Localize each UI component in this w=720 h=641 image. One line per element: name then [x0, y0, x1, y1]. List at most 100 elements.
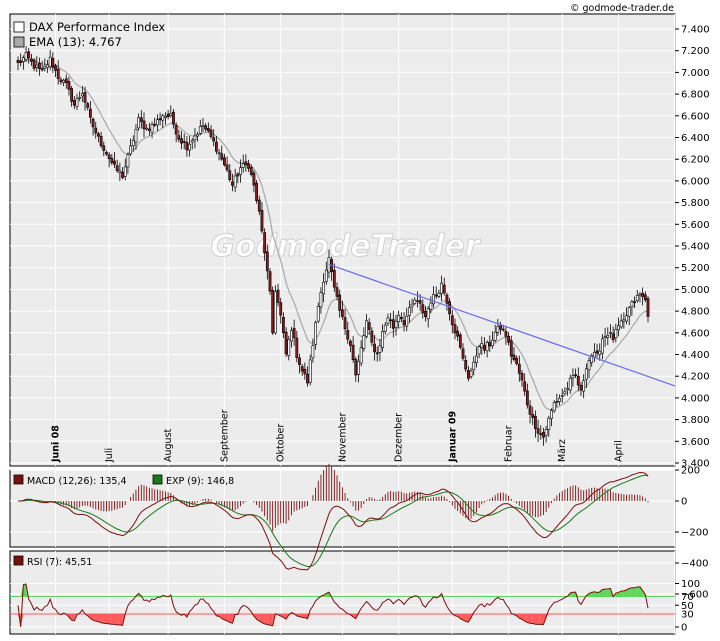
rsi-oversold-fill [538, 613, 541, 625]
candle-body [560, 395, 564, 397]
macd-axis-label: −200 [681, 528, 708, 539]
candle-body [582, 380, 586, 392]
candle-body [410, 303, 414, 307]
candle-body [606, 334, 610, 338]
candle-body [434, 294, 438, 297]
rsi-oversold-fill [109, 613, 112, 625]
candle-body [641, 292, 645, 297]
price-axis-label: 4.200 [681, 372, 710, 383]
candle-body [485, 342, 489, 352]
candle-body [311, 345, 315, 359]
month-axis-label: Dezember [394, 413, 405, 462]
rsi-overbought-fill [594, 591, 598, 597]
candle-body [265, 251, 269, 272]
candle-body [633, 301, 636, 303]
candle-body [584, 368, 588, 380]
candle-body [231, 181, 234, 186]
rsi-oversold-fill [465, 613, 469, 623]
rsi-overbought-fill [607, 588, 611, 597]
candle-body [290, 330, 293, 342]
candle-body [592, 351, 596, 358]
candle-body [263, 232, 267, 254]
candle-body [59, 79, 63, 83]
candle-body [209, 129, 213, 137]
candle-body [279, 302, 283, 316]
candle-body [442, 284, 446, 294]
candle-body [563, 391, 567, 394]
rsi-oversold-fill [267, 613, 270, 626]
candle-body [54, 65, 57, 71]
rsi-oversold-fill [261, 613, 265, 624]
candle-body [78, 96, 82, 99]
legend-rsi: RSI (7): 45,51 [27, 557, 92, 568]
legend-price: DAX Performance Index [29, 20, 165, 34]
candle-body [91, 118, 95, 128]
candle-body [552, 402, 556, 412]
macd-axis-label: 200 [681, 466, 700, 477]
candle-body [190, 140, 194, 143]
candle-body [260, 210, 264, 232]
candle-body [397, 314, 401, 322]
candle-body [534, 415, 537, 429]
price-axis-label: 6.400 [681, 133, 710, 144]
candle-body [198, 126, 202, 134]
price-axis-label: 6.800 [681, 90, 710, 101]
candle-body [394, 320, 398, 328]
price-axis-label: 5.800 [681, 198, 710, 209]
rsi-overbought-fill [621, 590, 624, 597]
candle-body [284, 331, 288, 355]
candle-body [405, 315, 409, 327]
candle-body [303, 368, 307, 375]
candle-body [346, 330, 350, 340]
macd-line [18, 471, 649, 571]
month-axis-label: Oktober [276, 424, 287, 462]
macd-axis-label: −400 [681, 559, 708, 570]
candle-body [142, 120, 146, 130]
candle-body [598, 350, 602, 355]
candle-body [86, 103, 90, 108]
candle-body [300, 366, 304, 372]
rsi-overbought-fill [572, 592, 576, 597]
rsi-overbought-fill [605, 588, 608, 597]
candle-body [27, 51, 31, 59]
candle-body [643, 294, 647, 301]
candle-body [292, 328, 296, 338]
candlesticks [16, 46, 650, 446]
candle-body [625, 315, 628, 322]
price-axis-label: 7.000 [681, 68, 710, 79]
price-axis-label: 3.800 [681, 415, 710, 426]
rsi-oversold-fill [114, 613, 118, 625]
candle-body [349, 340, 352, 346]
candle-body [531, 414, 535, 418]
candle-body [88, 108, 92, 118]
month-axis-label: August [163, 428, 174, 462]
candle-body [220, 153, 224, 160]
rsi-oversold-fill [103, 613, 107, 624]
candle-body [547, 417, 551, 430]
candle-body [617, 325, 620, 331]
month-axis-label: Juni 08 [51, 425, 62, 463]
candle-body [217, 151, 221, 154]
rsi-level-label: 70 [681, 592, 694, 603]
candle-body [587, 360, 591, 371]
candle-body [359, 347, 363, 364]
legend-signal: EXP (9): 146,8 [166, 476, 234, 487]
candle-body [46, 64, 49, 68]
candle-body [373, 343, 376, 353]
candle-body [590, 354, 594, 363]
rsi-oversold-fill [535, 613, 539, 625]
candle-body [520, 373, 524, 381]
candle-body [504, 331, 508, 337]
price-axis-label: 5.600 [681, 220, 710, 231]
candle-body [314, 322, 317, 345]
rsi-overbought-fill [599, 589, 603, 597]
resistance-trendline [328, 263, 676, 387]
candle-body [212, 137, 216, 142]
candle-body [507, 335, 510, 343]
candle-body [483, 344, 486, 351]
candle-body [188, 143, 191, 151]
price-axis-label: 5.000 [681, 285, 710, 296]
rsi-oversold-fill [463, 613, 466, 622]
candle-body [129, 145, 132, 155]
